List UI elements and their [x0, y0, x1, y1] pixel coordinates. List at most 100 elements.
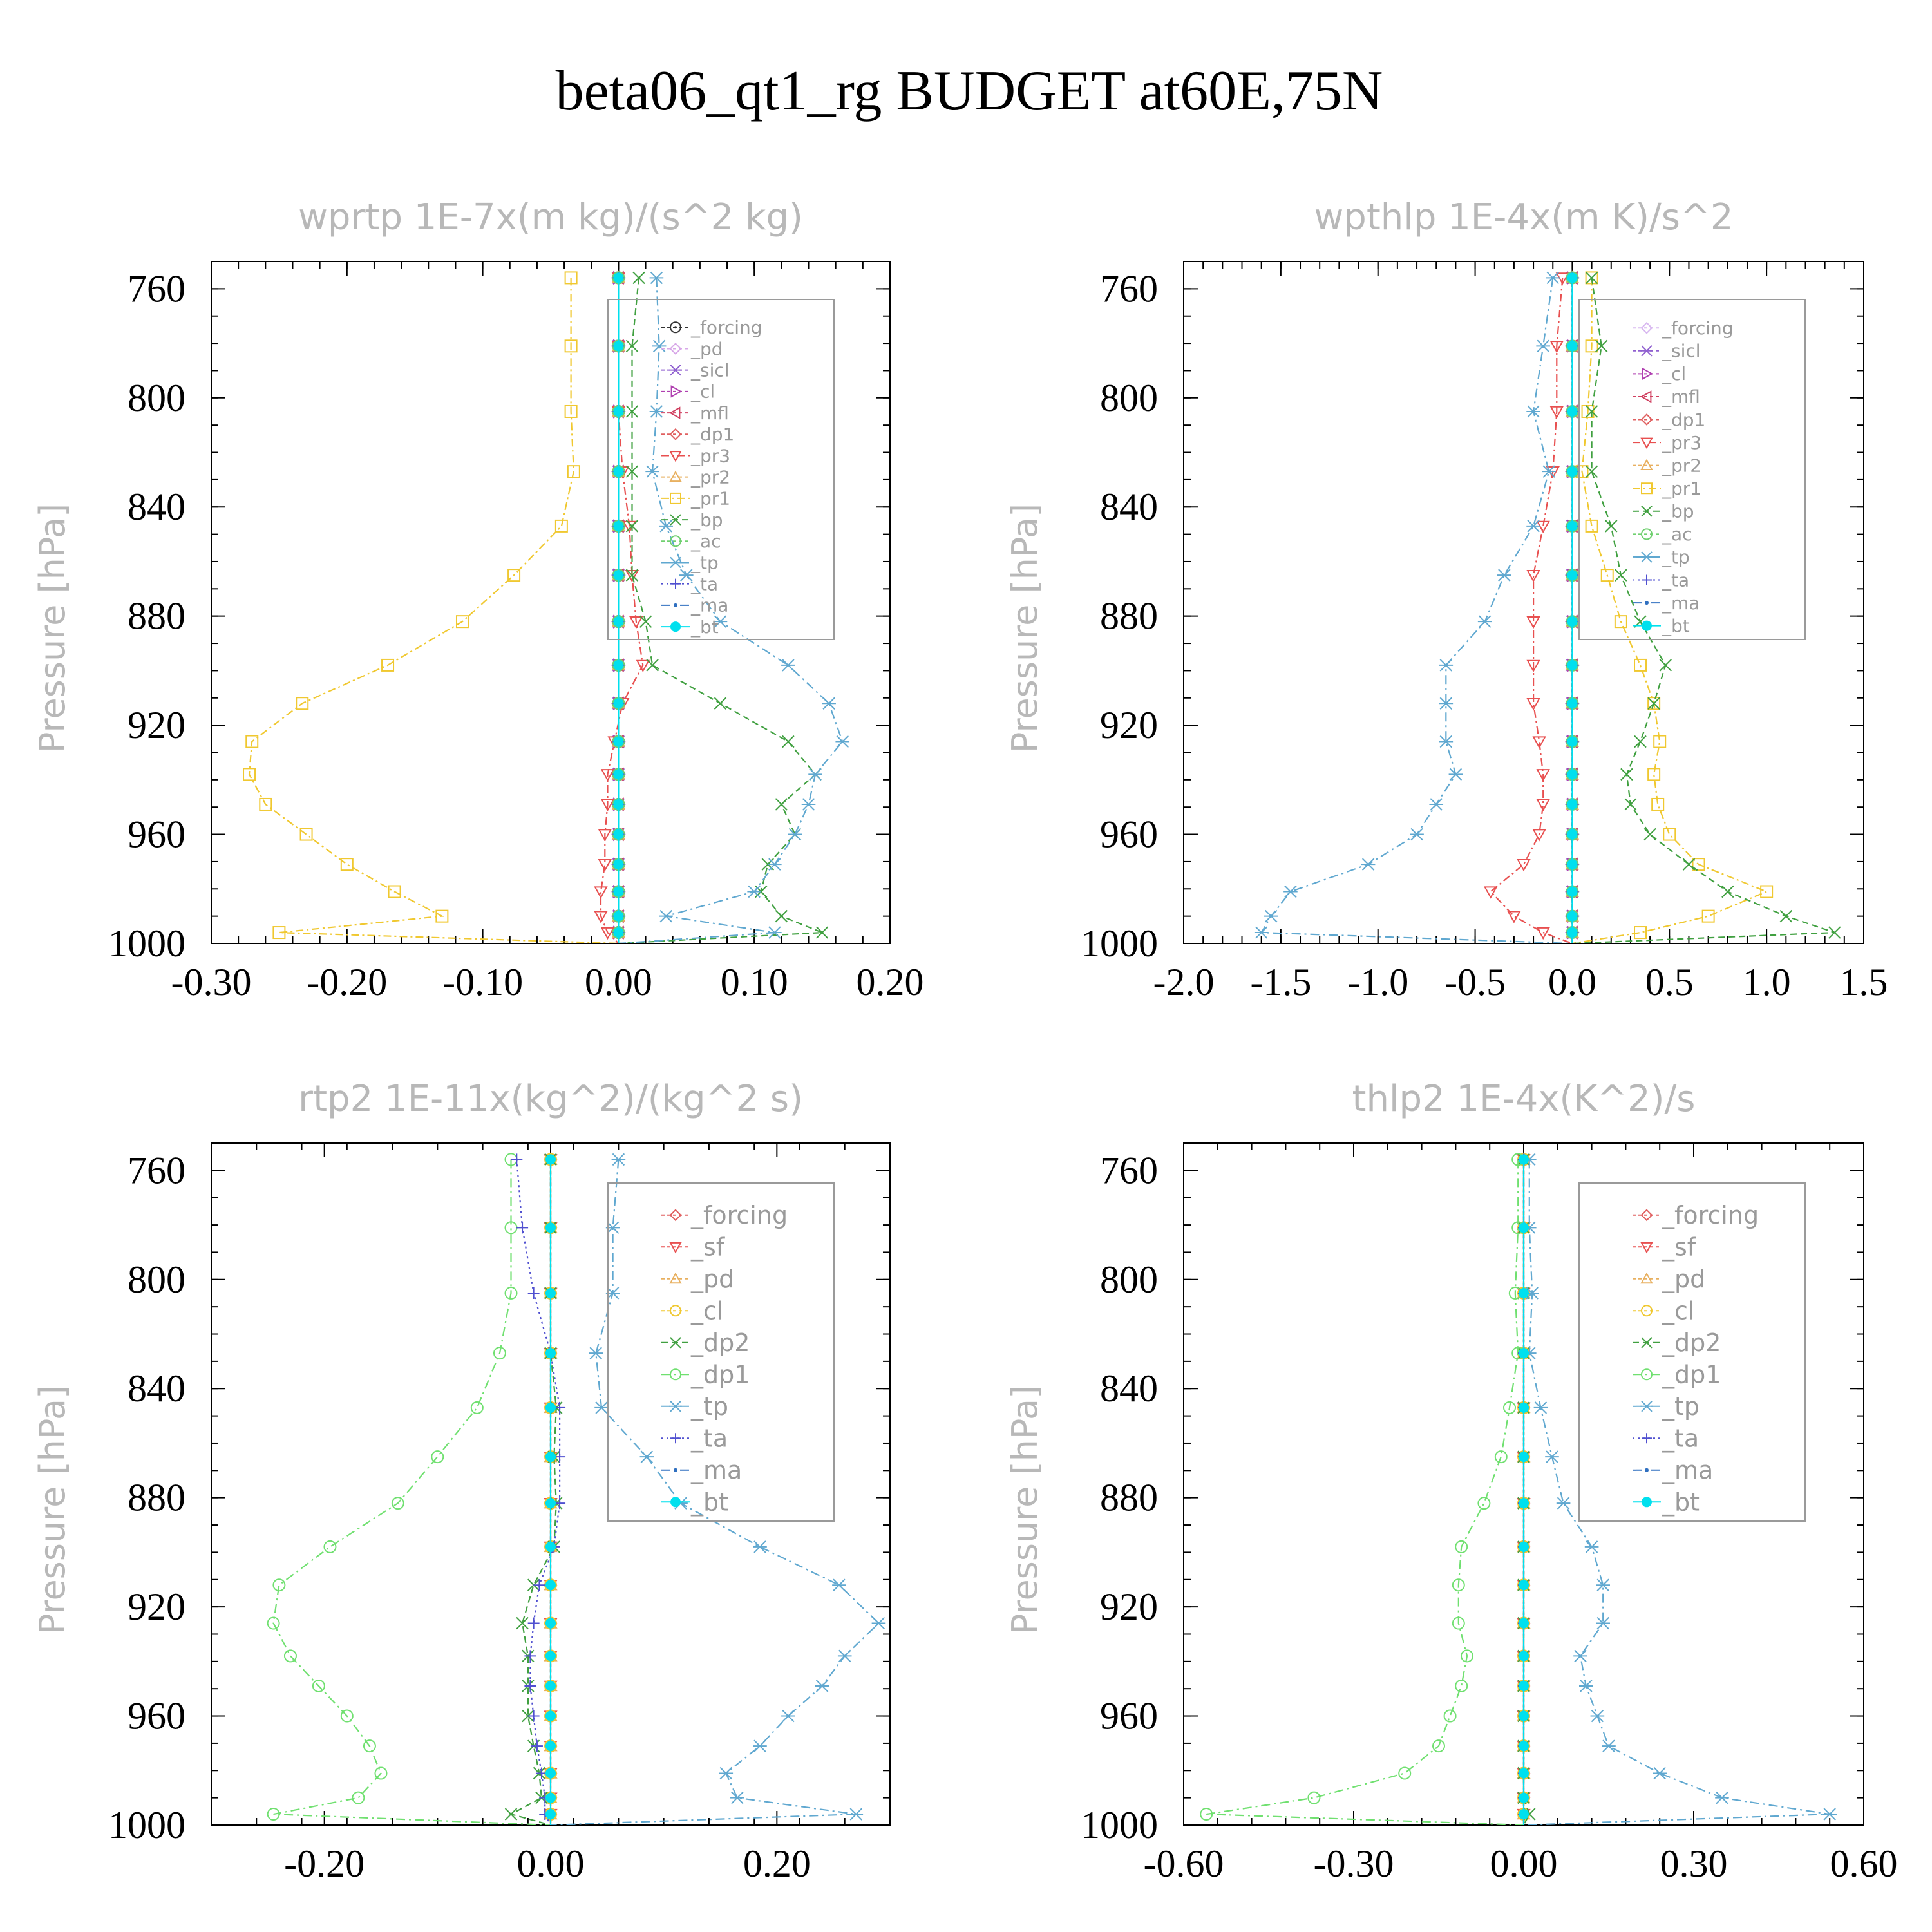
series-point-bp	[632, 271, 645, 285]
series-point-bt	[1519, 1154, 1529, 1165]
series-point-bt	[545, 1809, 556, 1820]
y-tick-label: 920	[1100, 704, 1158, 746]
series-point-bt	[1567, 659, 1578, 670]
series-point-tp	[1579, 1680, 1593, 1692]
y-tick-label: 840	[128, 486, 185, 528]
series-point-bp	[1620, 768, 1633, 781]
legend-marker-dp2	[670, 1337, 681, 1349]
y-tick-label: 1000	[108, 922, 185, 965]
legend-marker-pr1	[1641, 482, 1653, 495]
series-point-dp1	[1398, 1766, 1412, 1780]
series-point-dp1	[267, 1808, 280, 1821]
series-point-bp	[815, 926, 829, 939]
series-point-tp	[639, 1450, 654, 1463]
series-point-ta	[554, 1451, 566, 1463]
x-tick-label: 0.00	[1490, 1842, 1558, 1885]
panel-1: wprtp 1E-7x(m kg)/(s^2 kg) Pressure [hPa]…	[32, 196, 924, 1003]
legend-label-ta: _ta	[690, 573, 718, 594]
legend-marker-ta	[670, 578, 681, 589]
legend-label-bt: _bt	[1662, 1488, 1700, 1517]
legend-marker-ac	[670, 535, 681, 547]
series-point-bt	[613, 911, 624, 922]
series-point-bt	[613, 698, 624, 709]
series-point-bt	[1567, 466, 1578, 477]
panel-title: wprtp 1E-7x(m kg)/(s^2 kg)	[298, 196, 803, 238]
series-point-bp	[1615, 569, 1627, 582]
legend: _forcing _sf _pd _cl _dp2 _dp1 _tp _ta _ma _bt	[607, 1182, 835, 1522]
series-point-dp2	[504, 1808, 518, 1821]
y-tick-label: 800	[128, 1258, 185, 1301]
legend-marker-bt	[1642, 620, 1652, 631]
series-point-dp1	[340, 1709, 354, 1723]
series-point-bp	[625, 339, 639, 353]
series-point-bt	[1519, 1402, 1529, 1413]
legend-label-dp2: _dp2	[690, 1329, 750, 1357]
series-point-bp	[1659, 659, 1672, 672]
series-line-dp1	[1206, 1159, 1524, 1825]
legend-label-forcing: _forcing	[1662, 317, 1734, 339]
series-point-bt	[1567, 736, 1578, 747]
series-point-tp	[611, 1153, 626, 1166]
series-point-bt	[613, 341, 624, 352]
x-tick-label: -0.60	[1144, 1842, 1224, 1885]
series-point-bt	[1567, 698, 1578, 709]
series-point-bt	[545, 1710, 556, 1721]
series-line-tp	[1260, 278, 1573, 943]
x-tick-label: 0.20	[857, 961, 924, 1003]
series-point-dp1	[1455, 1679, 1468, 1692]
x-tick-label: 1.5	[1840, 961, 1888, 1003]
legend-label-tp: _tp	[690, 1392, 728, 1421]
y-tick-label: 760	[128, 1149, 185, 1191]
series-point-bt	[1567, 406, 1578, 417]
series-point-tp	[1545, 1450, 1559, 1463]
series-point-bt	[613, 570, 624, 581]
legend-label-bt: _bt	[690, 1488, 728, 1517]
series-point-dp1	[1452, 1616, 1465, 1630]
legend-label-bt: _bt	[1662, 615, 1690, 636]
series-line-pr3	[1490, 278, 1573, 943]
series-point-tp	[768, 858, 782, 871]
legend-marker-dp1	[1641, 1368, 1653, 1381]
x-tick-label: -0.5	[1444, 961, 1506, 1003]
legend: _forcing_sicl_cl_mfl_dp1_pr3_pr2_pr1_bp_…	[1578, 299, 1806, 640]
series-point-tp	[1429, 798, 1444, 811]
plot-frame	[1183, 261, 1864, 944]
legend-label-tp: _tp	[690, 552, 719, 573]
series-point-pr3	[1526, 659, 1540, 672]
series-point-pr3	[1526, 698, 1540, 711]
legend-marker-dp1	[669, 428, 682, 440]
series-point-bt	[545, 1222, 556, 1233]
series-line-bp	[618, 278, 823, 943]
series-point-bt	[545, 1498, 556, 1509]
panel-4: thlp2 1E-4x(K^2)/s Pressure [hPa] 760 800 84…	[1005, 1078, 1898, 1885]
legend-marker-bp	[670, 514, 681, 526]
series-point-pr1	[243, 768, 256, 781]
legend-label-bt: _bt	[690, 616, 719, 638]
series-point-bp	[1585, 271, 1598, 285]
series-point-pr3	[1536, 927, 1550, 940]
series-point-bp	[1624, 798, 1637, 811]
series-point-pr1	[564, 404, 578, 418]
series-point-dp1	[493, 1347, 506, 1360]
series-point-pr3	[600, 799, 615, 812]
legend-marker-cl	[670, 1305, 681, 1317]
y-tick-label: 920	[128, 1586, 185, 1628]
series-point-pr3	[594, 911, 608, 923]
legend-label-cl: _cl	[1662, 363, 1686, 384]
series-point-bt	[545, 1287, 556, 1298]
legend-marker-bp	[1641, 506, 1653, 517]
legend-marker-sf	[1640, 1242, 1653, 1254]
series-point-ta	[516, 1222, 529, 1234]
series-point-ta	[533, 1579, 545, 1591]
series-point-bt	[545, 1618, 556, 1629]
series-point-bt	[545, 1792, 556, 1803]
legend-label-pr1: _pr1	[690, 488, 730, 509]
series-point-pr3	[1532, 829, 1546, 842]
series-line-pr3	[600, 278, 644, 943]
legend-label-ta: _ta	[1662, 569, 1689, 591]
plot-frame	[211, 261, 891, 944]
series-point-bt	[545, 1580, 556, 1591]
series-point-tp	[815, 1680, 829, 1692]
y-axis-label: Pressure [hPa]	[1005, 1385, 1045, 1634]
series-point-dp1	[1443, 1709, 1457, 1723]
